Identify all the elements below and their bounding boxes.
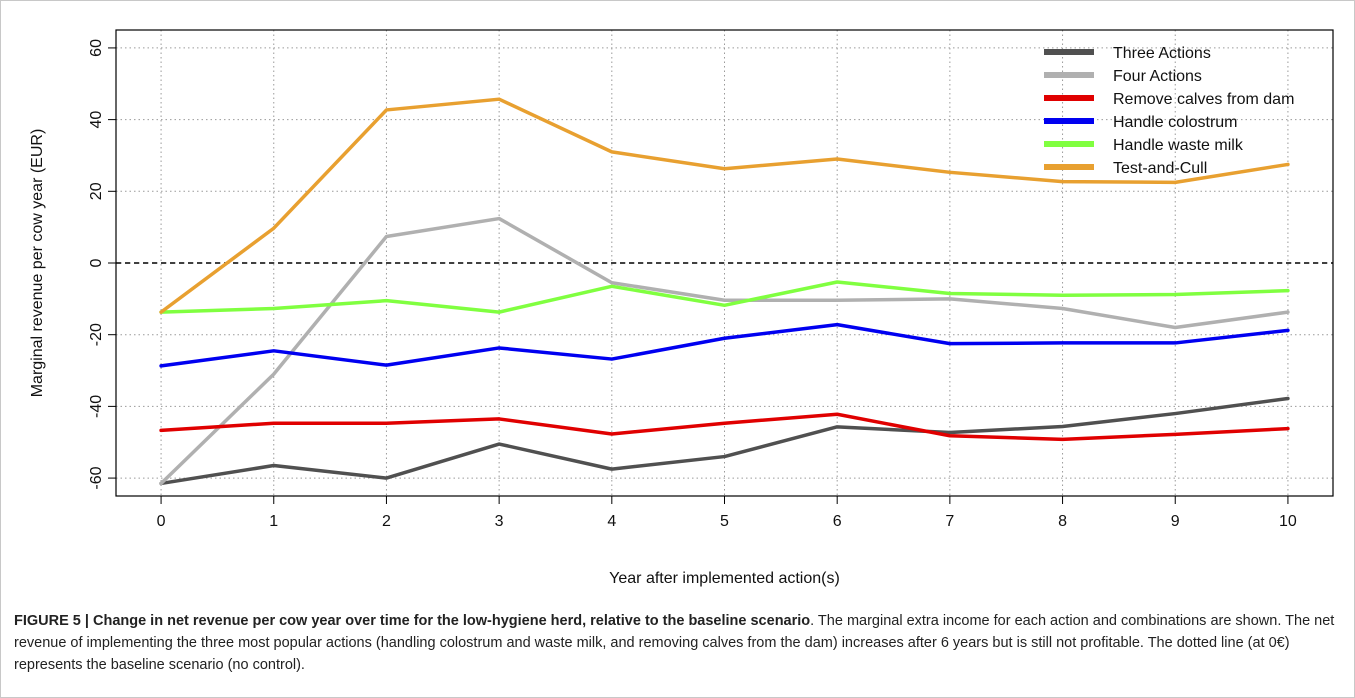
caption-title: FIGURE 5 | Change in net revenue per cow… — [14, 613, 811, 629]
y-axis: -60 -40 -20 0 20 40 60 — [88, 39, 116, 490]
x-tick-label: 0 — [157, 513, 166, 530]
y-tick-label: -60 — [88, 466, 105, 489]
x-tick-label: 10 — [1279, 513, 1297, 530]
x-axis: 0 1 2 3 4 5 6 7 8 9 10 — [157, 496, 1297, 530]
legend-label-4: Handle waste milk — [1113, 137, 1244, 154]
legend: Three Actions Four Actions Remove calves f… — [1044, 45, 1294, 177]
line-chart: 0 1 2 3 4 5 6 7 8 9 10 -60 -40 -20 0 20 40 60 Year after… — [29, 29, 1334, 587]
x-tick-label: 7 — [945, 513, 954, 530]
x-tick-label: 6 — [833, 513, 842, 530]
y-tick-label: -40 — [88, 395, 105, 418]
y-axis-label: Marginal revenue per cow year (EUR) — [29, 129, 46, 398]
series-line-4 — [159, 280, 1290, 314]
figure-caption: FIGURE 5 | Change in net revenue per cow… — [14, 610, 1339, 676]
y-tick-label: 20 — [88, 182, 105, 200]
legend-label-3: Handle colostrum — [1113, 114, 1238, 131]
x-tick-label: 3 — [495, 513, 504, 530]
legend-label-5: Test-and-Cull — [1113, 160, 1207, 177]
y-tick-label: 0 — [88, 258, 105, 267]
series-line-0 — [159, 396, 1290, 486]
series-line-2 — [159, 412, 1290, 442]
x-tick-label: 2 — [382, 513, 391, 530]
legend-label-0: Three Actions — [1113, 45, 1211, 62]
x-tick-label: 5 — [720, 513, 729, 530]
series-lines — [159, 97, 1290, 486]
x-tick-label: 1 — [269, 513, 278, 530]
caption-body: . The marginal extra income for each act… — [14, 613, 1335, 673]
legend-label-2: Remove calves from dam — [1113, 91, 1294, 108]
series-line-3 — [159, 322, 1290, 368]
y-tick-label: 40 — [88, 111, 105, 129]
series-line-5 — [159, 97, 1290, 314]
y-tick-label: -20 — [88, 323, 105, 346]
x-axis-label: Year after implemented action(s) — [609, 570, 840, 587]
x-tick-label: 9 — [1171, 513, 1180, 530]
legend-label-1: Four Actions — [1113, 68, 1202, 85]
y-tick-label: 60 — [88, 39, 105, 57]
x-tick-label: 8 — [1058, 513, 1067, 530]
x-tick-label: 4 — [607, 513, 616, 530]
series-line-1 — [159, 216, 1290, 486]
